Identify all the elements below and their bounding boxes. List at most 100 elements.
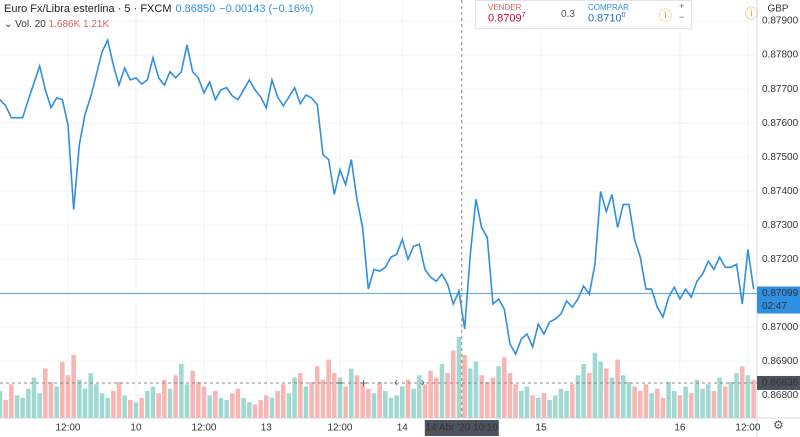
trade-panel: VENDER 0.87097 0.3 COMPRAR 0.87100 ⓘ + −: [475, 0, 692, 29]
scroll-right[interactable]: ›: [421, 375, 425, 389]
volume-header: ⌄ Vol. 20 1.686K 1.21K: [4, 19, 110, 30]
volume-bar: [230, 393, 235, 418]
volume-bar: [740, 366, 745, 418]
volume-bar: [94, 384, 99, 418]
volume-bar: [717, 377, 722, 418]
volume-bar: [643, 384, 649, 418]
vol-label: Vol. 20: [15, 19, 46, 30]
volume-bar: [536, 397, 541, 418]
volume-bar: [377, 382, 382, 418]
volume-bar: [598, 361, 603, 418]
countdown: 02:47: [762, 301, 787, 312]
volume-bar: [99, 393, 105, 418]
settings[interactable]: ⚙: [773, 418, 784, 432]
volume-bar: [490, 377, 496, 418]
x-tick-label: 10: [130, 423, 142, 434]
volume-bar: [3, 400, 8, 418]
volume-bar: [405, 379, 411, 418]
volume-bar: [428, 370, 433, 418]
volume-bar: [332, 373, 337, 418]
volume-bar: [14, 395, 20, 418]
volume-bar: [264, 395, 269, 418]
volume-bar: [456, 337, 462, 418]
volume-bar: [65, 375, 71, 418]
zoom-in[interactable]: +: [360, 376, 368, 390]
volume-bar: [252, 404, 258, 418]
volume-bar: [31, 377, 37, 418]
volume-bar: [20, 397, 25, 418]
volume-bar: [88, 373, 93, 418]
volume-bar: [400, 386, 405, 418]
y-tick-label: 0.87000: [762, 322, 799, 333]
volume-bar: [0, 391, 3, 418]
volume-bar: [666, 382, 671, 418]
y-tick-label: 0.87200: [762, 254, 799, 265]
volume-bar: [728, 382, 734, 418]
volume-bar: [745, 375, 751, 418]
volume-bar: [388, 397, 394, 418]
volume-bar: [269, 397, 275, 418]
volume-bar: [706, 384, 711, 418]
volume-bar: [615, 359, 620, 418]
volume-bar: [286, 393, 292, 418]
last-price-tag: [757, 286, 800, 314]
volume-bar: [638, 391, 643, 418]
volume-bar: [116, 382, 122, 418]
volume-bar: [173, 375, 178, 418]
y-tick-label: 0.87300: [762, 220, 799, 231]
volume-bar: [700, 388, 705, 418]
volume-bar: [9, 384, 14, 418]
volume-bar: [655, 388, 660, 418]
volume-bar: [592, 352, 598, 418]
volume-bar: [196, 382, 201, 418]
volume-bar: [677, 395, 683, 418]
x-tick-label: 12:00: [735, 423, 760, 434]
y-tick-label: 0.87900: [762, 16, 799, 27]
symbol-header: Euro Fx/Libra esterlina · 5 · FXCM 0.8685…: [4, 3, 317, 15]
volume-bar: [632, 386, 637, 418]
volume-bar: [604, 368, 609, 418]
volume-bar: [502, 357, 507, 418]
volume-bar: [298, 373, 303, 418]
info-icon[interactable]: ⓘ: [659, 8, 673, 23]
x-tick-label: 12:00: [55, 423, 80, 434]
last-price-label: 0.87099: [762, 288, 799, 299]
volume-bar: [519, 391, 524, 418]
sell-label[interactable]: VENDER: [488, 3, 522, 12]
volume-bar: [71, 355, 76, 418]
volume-bar: [734, 373, 739, 418]
buy-price[interactable]: 0.87100: [588, 12, 626, 25]
volume-bar: [337, 377, 343, 418]
x-tick-label: 16: [674, 423, 686, 434]
volume-bar: [570, 384, 575, 418]
volume-bar: [275, 391, 280, 418]
volume-bar: [150, 386, 156, 418]
volume-bar: [315, 366, 320, 418]
symbol[interactable]: Euro Fx/Libra esterlina · 5 · FXCM: [4, 3, 172, 15]
volume-bar: [394, 395, 399, 418]
volume-bar: [128, 400, 133, 418]
volume-bar: [48, 382, 54, 418]
scroll-left[interactable]: ‹: [394, 375, 398, 389]
volume-bar: [139, 397, 144, 418]
zoom-icons[interactable]: + −: [679, 1, 685, 22]
volume-bar: [320, 379, 326, 418]
zoom-out[interactable]: −: [336, 376, 344, 390]
volume-bar: [26, 388, 31, 418]
buy-label[interactable]: COMPRAR: [588, 3, 629, 12]
volume-bar: [621, 375, 626, 418]
volume-bar: [201, 386, 207, 418]
y-tick-label: 0.87400: [762, 186, 799, 197]
sell-price[interactable]: 0.87097: [488, 12, 526, 25]
alert-icon[interactable]: ⓘ: [745, 6, 759, 21]
volume-bar: [213, 391, 218, 418]
volume-bar: [258, 400, 263, 418]
volume-bar: [343, 386, 348, 418]
volume-bar: [326, 359, 331, 418]
volume-bar: [530, 395, 535, 418]
x-tick-label: 12:00: [191, 423, 216, 434]
spread: 0.3: [561, 9, 575, 20]
volume-bar: [303, 386, 309, 418]
volume-bar: [292, 377, 297, 418]
